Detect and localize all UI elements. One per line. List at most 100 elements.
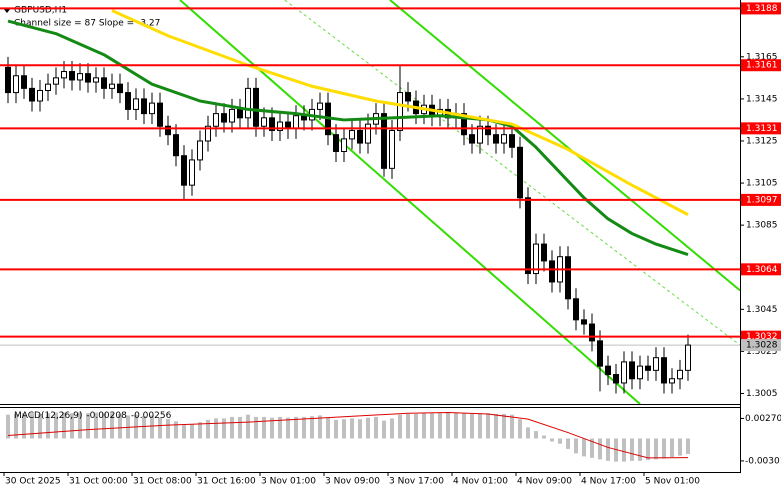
- candle-body: [493, 134, 499, 144]
- candle-body: [509, 134, 515, 148]
- candle-body: [461, 113, 467, 136]
- candle-body: [101, 77, 107, 89]
- macd-bar: [510, 414, 514, 439]
- macd-bar: [310, 416, 314, 439]
- macd-bar: [262, 416, 266, 439]
- candle-body: [669, 378, 675, 384]
- macd-bar: [198, 422, 202, 439]
- candle-body: [597, 340, 603, 367]
- macd-bar: [334, 419, 338, 439]
- candle-body: [245, 87, 251, 119]
- macd-bar: [398, 414, 402, 439]
- candle-body: [541, 243, 547, 262]
- macd-value: -0.00208: [86, 411, 127, 421]
- macd-signal: [7, 411, 689, 459]
- y-tick-label: 1.3165: [746, 52, 778, 62]
- macd-bar: [382, 420, 386, 439]
- y-tick-label: 1.3025: [746, 347, 778, 357]
- macd-bar: [358, 419, 362, 439]
- candle-body: [205, 125, 211, 142]
- macd-bar: [102, 413, 106, 439]
- macd-bar: [454, 412, 458, 439]
- candle-body: [333, 134, 339, 153]
- y-tick-label: 1.3125: [746, 136, 778, 146]
- macd-bar: [190, 424, 194, 439]
- price-label: 1.3028: [746, 341, 778, 351]
- candle-body: [21, 75, 27, 89]
- x-tick-label: 3 Nov 09:00: [325, 477, 380, 487]
- y-tick-label: 1.3145: [746, 94, 778, 104]
- macd-bar: [622, 438, 626, 462]
- macd-bar: [542, 435, 546, 439]
- candle-body: [189, 159, 195, 186]
- macd-bar: [670, 438, 674, 458]
- macd-bar: [654, 438, 658, 460]
- macd-bar: [14, 413, 18, 439]
- macd-bar: [582, 438, 586, 457]
- level-label-box: [741, 59, 781, 72]
- candle-body: [53, 77, 59, 85]
- candle-body: [141, 98, 147, 115]
- candle-body: [165, 125, 171, 136]
- candle-body: [565, 256, 571, 300]
- candle-body: [29, 87, 35, 102]
- x-tick-label: 3 Nov 17:00: [389, 477, 444, 487]
- macd-bar: [678, 438, 682, 456]
- candle-body: [613, 374, 619, 384]
- macd-bar: [446, 412, 450, 439]
- macd-bar: [246, 414, 250, 439]
- macd-bar: [86, 413, 90, 439]
- level-label-box: [741, 122, 781, 135]
- macd-bar: [278, 416, 282, 439]
- macd-bar: [486, 413, 490, 439]
- candle-body: [125, 92, 131, 110]
- macd-bar: [214, 418, 218, 439]
- macd-bar: [62, 412, 66, 439]
- macd-bar: [630, 438, 634, 461]
- macd-bar: [430, 413, 434, 439]
- candle-body: [677, 369, 683, 380]
- macd-bar: [598, 438, 602, 460]
- macd-y-tick-label: -0.00301: [745, 456, 781, 466]
- macd-bar: [166, 419, 170, 439]
- macd-bar: [646, 438, 650, 461]
- macd-bar: [534, 431, 538, 439]
- x-tick-label: 4 Nov 17:00: [581, 477, 636, 487]
- candle-body: [501, 134, 507, 144]
- candle-body: [157, 102, 163, 127]
- candle-body: [405, 92, 411, 102]
- candle-body: [645, 365, 651, 371]
- candle-body: [181, 155, 187, 186]
- macd-bar: [574, 438, 578, 454]
- macd-bar: [238, 416, 242, 439]
- candle-body: [221, 113, 227, 123]
- candle-body: [85, 73, 91, 83]
- macd-bar: [94, 412, 98, 439]
- candle-body: [357, 129, 363, 144]
- macd-bar: [110, 413, 114, 439]
- x-tick-label: 30 Oct 2025: [5, 477, 61, 487]
- macd-signal-value: -0.00256: [131, 411, 172, 421]
- macd-bar: [150, 415, 154, 439]
- macd-bar: [390, 418, 394, 439]
- macd-bar: [206, 419, 210, 439]
- candle-body: [317, 102, 323, 110]
- moving-average: [111, 9, 689, 216]
- candle-body: [653, 357, 659, 371]
- candle-body: [477, 125, 483, 144]
- candle-body: [637, 365, 643, 380]
- macd-bar: [438, 412, 442, 439]
- y-tick-label: 1.3005: [746, 389, 778, 399]
- macd-bar: [606, 438, 610, 461]
- candle-body: [253, 87, 259, 127]
- candle-body: [573, 298, 579, 321]
- candle-body: [397, 92, 403, 131]
- candle-body: [93, 77, 99, 83]
- candle-body: [349, 129, 355, 140]
- candle-body: [381, 113, 387, 169]
- macd-name: MACD(12,26,9): [14, 411, 82, 421]
- channel-line: [389, 0, 740, 292]
- macd-bar: [294, 416, 298, 439]
- candle-body: [229, 108, 235, 123]
- candle-body: [77, 73, 83, 81]
